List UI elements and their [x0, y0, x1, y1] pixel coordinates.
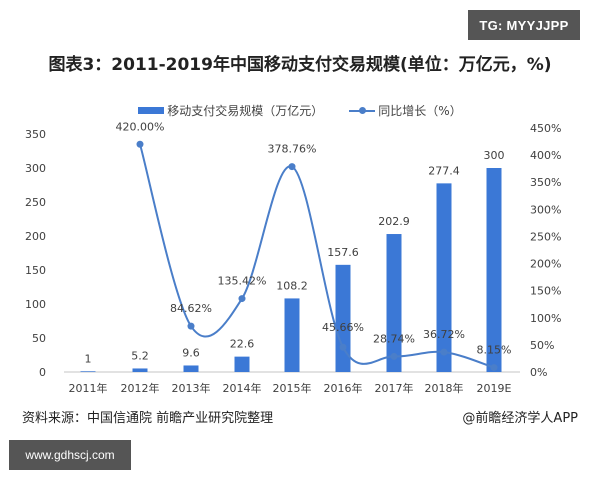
x-tick-label: 2013年	[172, 381, 211, 395]
bar-value-label: 277.4	[428, 164, 460, 177]
right-axis: 0% 50% 100% 150% 200% 250% 300% 350% 400% 450%	[530, 122, 561, 379]
growth-value-label: 135.42%	[218, 275, 267, 288]
growth-marker	[339, 343, 347, 351]
left-tick-label: 300	[25, 162, 46, 175]
right-tick-label: 350%	[530, 176, 561, 189]
growth-marker	[440, 348, 448, 356]
growth-value-labels: 420.00% 84.62% 135.42% 378.76% 45.66% 28.74% 3…	[116, 120, 512, 356]
watermark-badge-tg: TG: MYYJJPP	[468, 10, 580, 40]
left-tick-label: 100	[25, 298, 46, 311]
x-tick-label: 2011年	[69, 381, 108, 395]
chart-title: 图表3：2011-2019年中国移动支付交易规模(单位：万亿元，%)	[48, 55, 552, 75]
growth-marker	[187, 322, 195, 330]
legend-line-label: 同比增长（%）	[378, 104, 462, 118]
left-tick-label: 350	[25, 128, 46, 141]
bar	[335, 264, 351, 372]
watermark-badge-site: www.gdhscj.com	[9, 440, 131, 470]
right-tick-label: 450%	[530, 122, 561, 135]
right-tick-label: 200%	[530, 258, 561, 271]
left-tick-label: 150	[25, 264, 46, 277]
x-tick-label: 2017年	[375, 381, 414, 395]
x-tick-label: 2014年	[223, 381, 262, 395]
x-axis-labels: 2011年 2012年 2013年 2014年 2015年 2016年 2017年 2018年…	[69, 381, 512, 395]
legend-bar-label: 移动支付交易规模（万亿元）	[167, 104, 324, 118]
growth-marker	[238, 295, 246, 303]
growth-value-label: 45.66%	[322, 321, 364, 334]
growth-value-label: 36.72%	[423, 328, 465, 341]
left-tick-label: 250	[25, 196, 46, 209]
credit-note: @前瞻经济学人APP	[462, 411, 578, 426]
growth-value-label: 28.74%	[373, 332, 415, 345]
chart-legend: 移动支付交易规模（万亿元） 同比增长（%）	[0, 102, 600, 119]
left-axis: 0 50 100 150 200 250 300 350	[25, 128, 46, 379]
growth-markers	[136, 140, 498, 372]
bar	[183, 365, 199, 372]
right-tick-label: 150%	[530, 285, 561, 298]
bar-value-label: 202.9	[378, 215, 410, 228]
growth-value-label: 8.15%	[477, 344, 512, 357]
bar	[486, 168, 502, 372]
bar-series	[80, 168, 502, 372]
bar	[80, 371, 96, 372]
x-tick-label: 2018年	[425, 381, 464, 395]
bar-value-label: 157.6	[327, 246, 359, 259]
bar-value-label: 108.2	[276, 279, 308, 292]
right-tick-label: 50%	[530, 339, 554, 352]
bar	[436, 183, 452, 372]
x-tick-label: 2012年	[121, 381, 160, 395]
right-tick-label: 400%	[530, 149, 561, 162]
bar-value-label: 300	[484, 149, 505, 162]
bar-value-labels: 1 5.2 9.6 22.6 108.2 157.6 202.9 277.4 300	[85, 149, 505, 365]
legend-item-line: 同比增长（%）	[349, 102, 462, 119]
right-tick-label: 300%	[530, 203, 561, 216]
x-tick-label: 2019E	[477, 382, 512, 395]
left-tick-label: 200	[25, 230, 46, 243]
bar-value-label: 9.6	[182, 346, 200, 359]
legend-item-bar: 移动支付交易规模（万亿元）	[138, 102, 323, 119]
x-tick-label: 2016年	[324, 381, 363, 395]
growth-marker	[136, 140, 144, 148]
bar	[386, 234, 402, 372]
bar	[234, 356, 250, 372]
growth-value-label: 84.62%	[170, 302, 212, 315]
bar	[284, 298, 300, 372]
bar-value-label: 1	[85, 352, 92, 365]
bar-value-label: 22.6	[230, 338, 255, 351]
right-tick-label: 100%	[530, 312, 561, 325]
growth-value-label: 420.00%	[116, 120, 165, 133]
source-note: 资料来源：中国信通院 前瞻产业研究院整理	[22, 411, 274, 426]
left-tick-label: 0	[39, 366, 46, 379]
growth-marker	[390, 352, 398, 360]
right-tick-label: 0%	[530, 366, 547, 379]
left-tick-label: 50	[32, 332, 46, 345]
bar	[132, 368, 148, 372]
growth-marker	[288, 163, 296, 171]
line-marker-swatch-icon	[349, 106, 376, 114]
right-tick-label: 250%	[530, 230, 561, 243]
bar-value-label: 5.2	[131, 349, 149, 362]
x-tick-label: 2015年	[273, 381, 312, 395]
growth-marker	[490, 364, 498, 372]
bar-swatch-icon	[138, 107, 165, 114]
growth-value-label: 378.76%	[268, 143, 317, 156]
